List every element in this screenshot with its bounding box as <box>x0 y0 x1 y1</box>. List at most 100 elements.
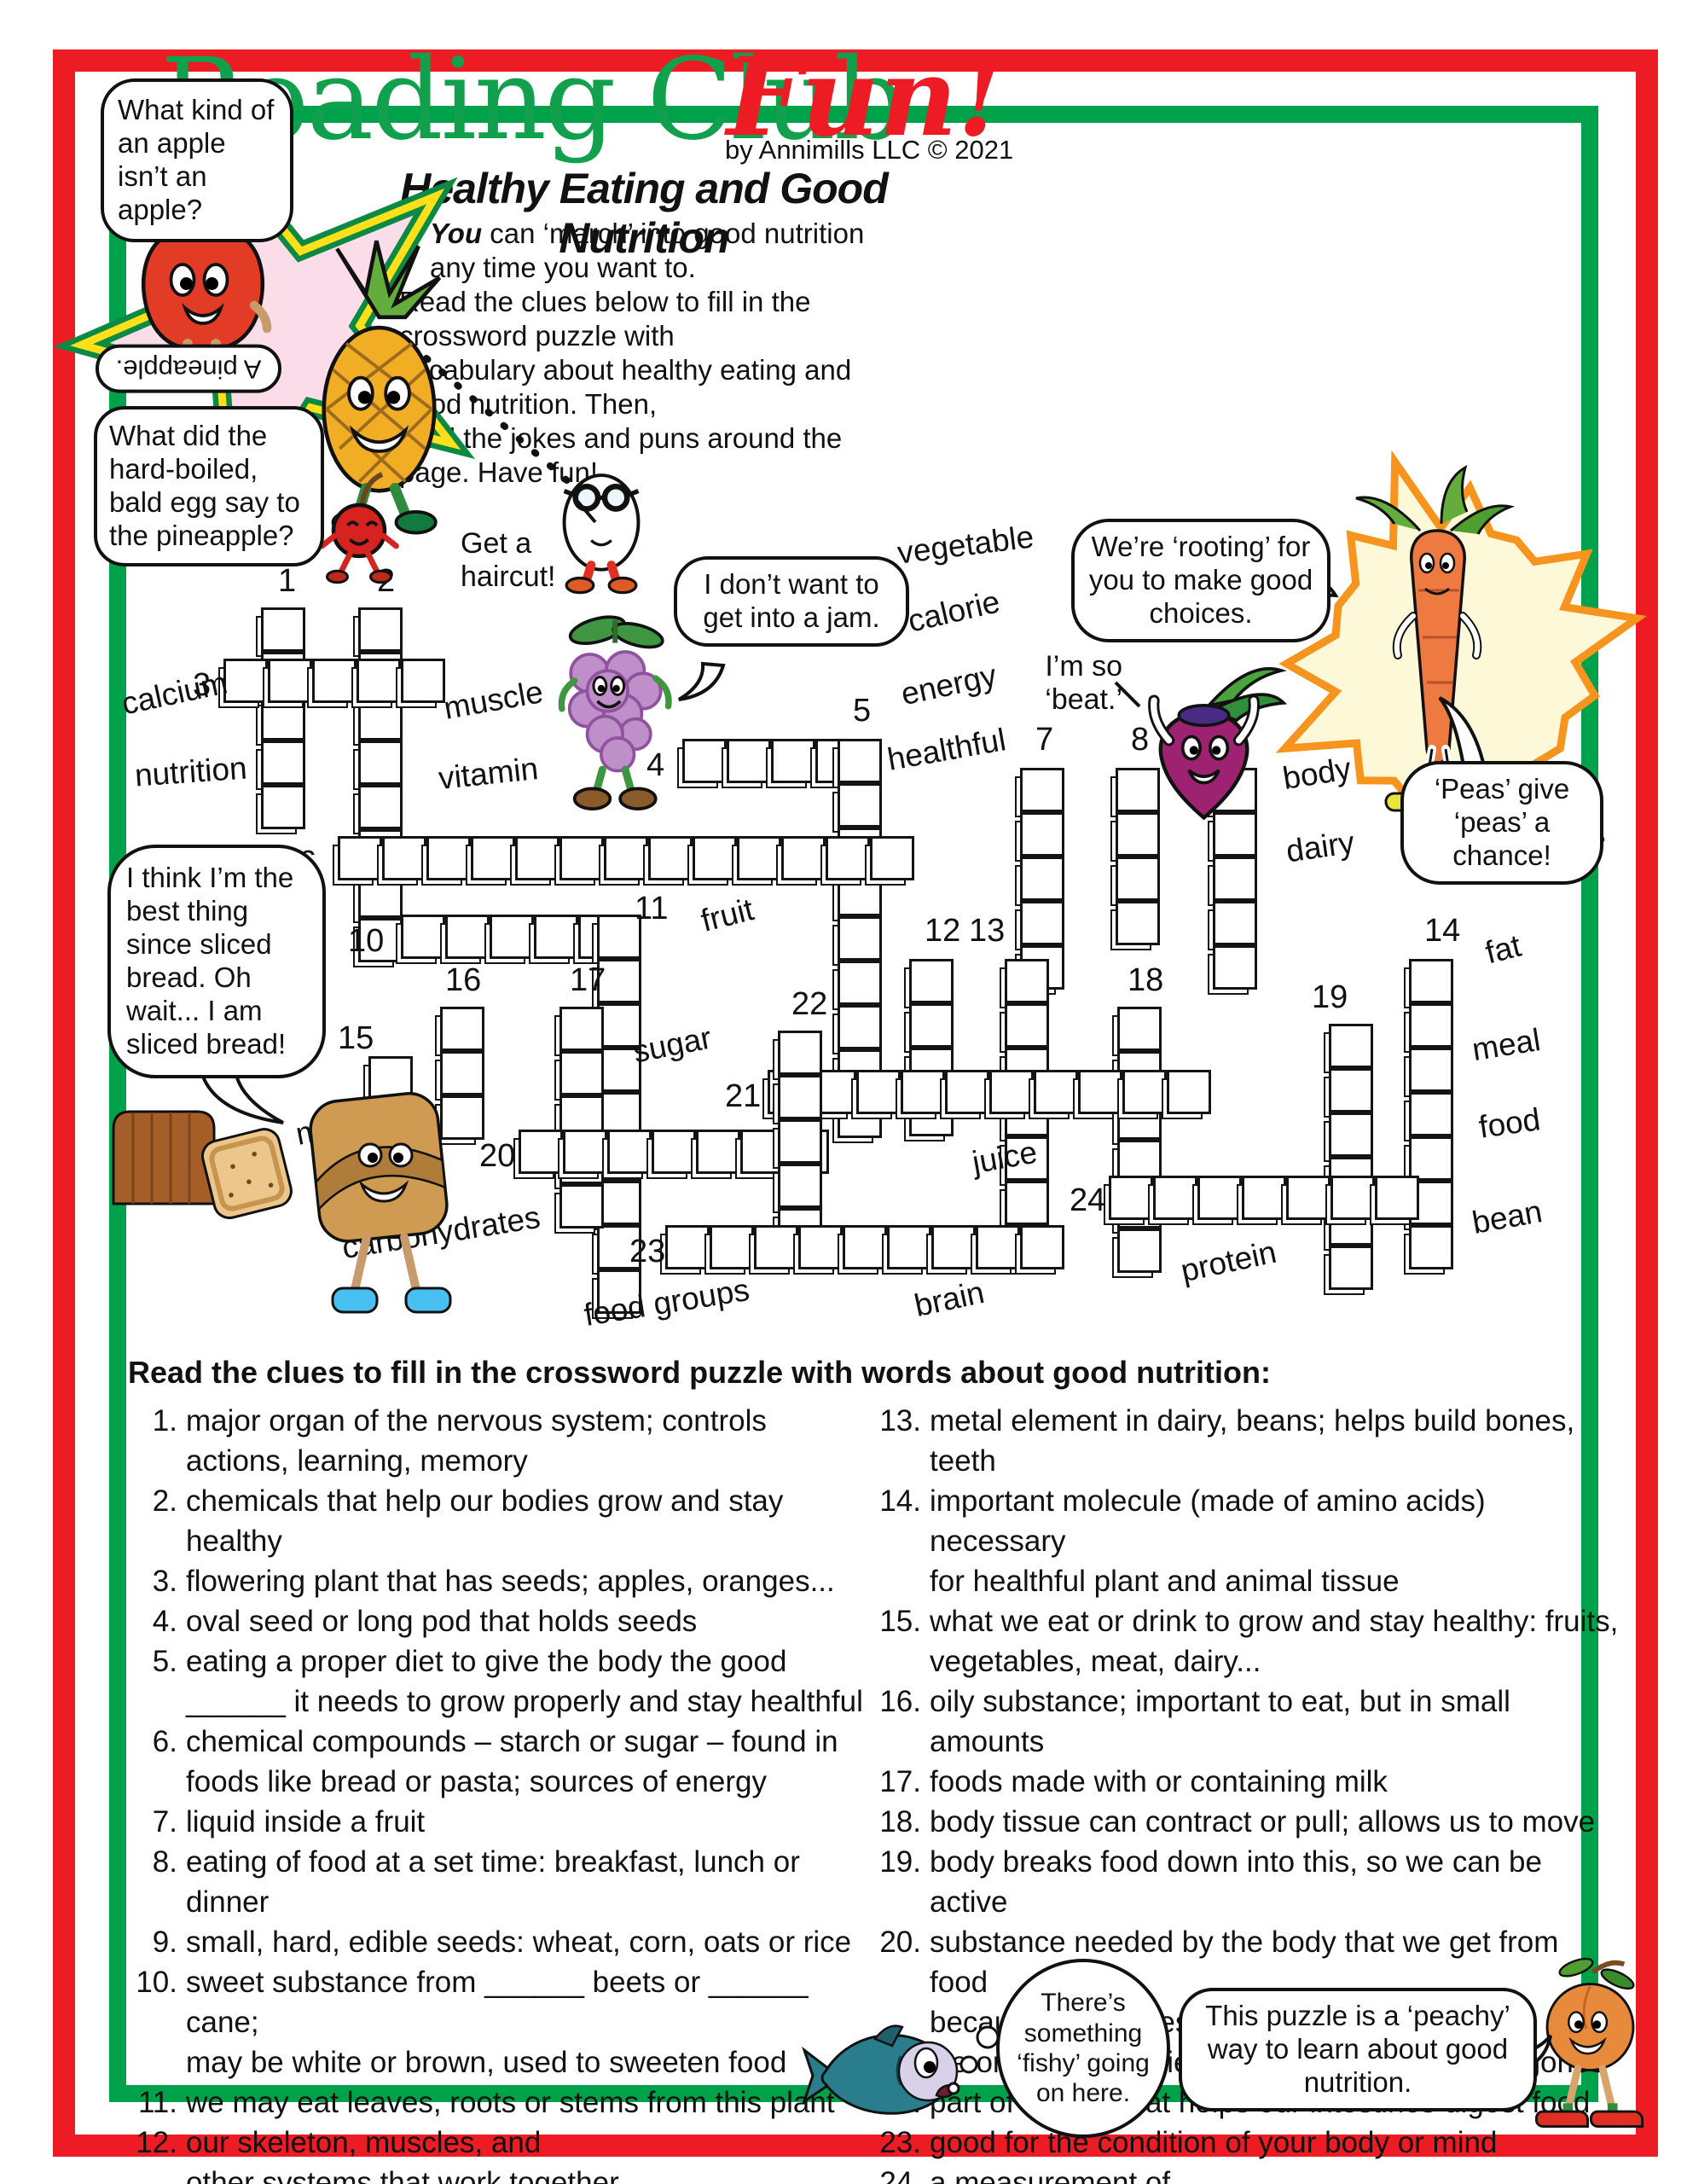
crossword-cell[interactable] <box>358 785 403 829</box>
crossword-cell[interactable] <box>597 1269 641 1314</box>
crossword-cell[interactable] <box>597 915 641 959</box>
crossword-cell[interactable] <box>1005 1181 1049 1225</box>
crossword-cell[interactable] <box>1242 1176 1286 1220</box>
crossword-cell[interactable] <box>559 1051 604 1095</box>
crossword-cell[interactable] <box>1167 1070 1211 1114</box>
crossword-cell[interactable] <box>870 836 914 880</box>
crossword-cell[interactable] <box>909 959 954 1003</box>
crossword-cell[interactable] <box>1117 1228 1162 1273</box>
crossword-cell[interactable] <box>778 1031 822 1075</box>
crossword-cell[interactable] <box>778 1075 822 1119</box>
crossword-cell[interactable] <box>1005 1003 1049 1048</box>
crossword-cell[interactable] <box>1116 857 1160 901</box>
crossword-cell[interactable] <box>778 1119 822 1164</box>
crossword-cell[interactable] <box>1409 1048 1453 1092</box>
crossword-cell[interactable] <box>268 659 312 703</box>
crossword-cell[interactable] <box>754 1225 798 1269</box>
crossword-cell[interactable] <box>401 915 445 959</box>
crossword-cell[interactable] <box>838 1005 882 1049</box>
crossword-cell[interactable] <box>838 739 882 783</box>
crossword-cell[interactable] <box>798 1225 843 1269</box>
crossword-cell[interactable] <box>778 1164 822 1208</box>
crossword-cell[interactable] <box>1375 1176 1419 1220</box>
crossword-cell[interactable] <box>1409 1136 1453 1181</box>
crossword-cell[interactable] <box>843 1225 887 1269</box>
crossword-cell[interactable] <box>682 739 727 783</box>
crossword-cell[interactable] <box>1409 1092 1453 1136</box>
crossword-cell[interactable] <box>1153 1176 1197 1220</box>
crossword-cell[interactable] <box>1117 1007 1162 1051</box>
crossword-cell[interactable] <box>261 741 305 785</box>
crossword-cell[interactable] <box>1213 945 1257 990</box>
crossword-cell[interactable] <box>1005 959 1049 1003</box>
crossword-cell[interactable] <box>727 739 771 783</box>
crossword-cell[interactable] <box>440 1007 484 1051</box>
crossword-cell[interactable] <box>1020 857 1064 901</box>
crossword-cell[interactable] <box>1116 812 1160 857</box>
crossword-cell[interactable] <box>931 1225 976 1269</box>
crossword-cell[interactable] <box>1116 768 1160 812</box>
crossword-cell[interactable] <box>261 785 305 829</box>
crossword-cell[interactable] <box>1020 812 1064 857</box>
crossword-cell[interactable] <box>976 1225 1020 1269</box>
crossword-cell[interactable] <box>440 1095 484 1140</box>
crossword-cell[interactable] <box>440 1051 484 1095</box>
crossword-cell[interactable] <box>1122 1070 1167 1114</box>
crossword-cell[interactable] <box>358 607 403 652</box>
crossword-cell[interactable] <box>563 1130 607 1174</box>
crossword-cell[interactable] <box>665 1225 710 1269</box>
crossword-cell[interactable] <box>1409 1225 1453 1269</box>
crossword-cell[interactable] <box>1020 768 1064 812</box>
crossword-cell[interactable] <box>1213 857 1257 901</box>
crossword-cell[interactable] <box>887 1225 931 1269</box>
crossword-cell[interactable] <box>559 1007 604 1051</box>
crossword-cell[interactable] <box>1034 1070 1078 1114</box>
crossword-cell[interactable] <box>607 1130 652 1174</box>
crossword-cell[interactable] <box>838 916 882 961</box>
crossword-cell[interactable] <box>1330 1176 1375 1220</box>
crossword-cell[interactable] <box>358 741 403 785</box>
crossword-cell[interactable] <box>781 836 826 880</box>
crossword-cell[interactable] <box>771 739 815 783</box>
crossword-cell[interactable] <box>312 659 357 703</box>
crossword-cell[interactable] <box>648 836 693 880</box>
crossword-cell[interactable] <box>737 836 781 880</box>
crossword-cell[interactable] <box>559 1184 604 1228</box>
crossword-cell[interactable] <box>471 836 515 880</box>
crossword-cell[interactable] <box>1197 1176 1242 1220</box>
crossword-cell[interactable] <box>559 836 604 880</box>
crossword-cell[interactable] <box>445 915 490 959</box>
crossword-cell[interactable] <box>945 1070 989 1114</box>
crossword-cell[interactable] <box>1116 901 1160 945</box>
crossword-cell[interactable] <box>338 836 382 880</box>
crossword-cell[interactable] <box>901 1070 945 1114</box>
crossword-cell[interactable] <box>597 959 641 1003</box>
crossword-cell[interactable] <box>652 1130 696 1174</box>
crossword-cell[interactable] <box>1329 1024 1373 1068</box>
crossword-cell[interactable] <box>357 659 401 703</box>
crossword-cell[interactable] <box>710 1225 754 1269</box>
crossword-cell[interactable] <box>382 836 426 880</box>
crossword-cell[interactable] <box>693 836 737 880</box>
crossword-cell[interactable] <box>604 836 648 880</box>
crossword-cell[interactable] <box>838 783 882 828</box>
crossword-cell[interactable] <box>1409 1003 1453 1048</box>
crossword-cell[interactable] <box>597 1225 641 1269</box>
crossword-cell[interactable] <box>1109 1176 1153 1220</box>
crossword-cell[interactable] <box>261 696 305 741</box>
crossword-cell[interactable] <box>909 1003 954 1048</box>
crossword-cell[interactable] <box>856 1070 901 1114</box>
crossword-cell[interactable] <box>515 836 559 880</box>
crossword-cell[interactable] <box>426 836 471 880</box>
crossword-cell[interactable] <box>1409 959 1453 1003</box>
crossword-cell[interactable] <box>826 836 870 880</box>
crossword-cell[interactable] <box>223 659 268 703</box>
crossword-cell[interactable] <box>1329 1246 1373 1290</box>
crossword-cell[interactable] <box>1286 1176 1330 1220</box>
crossword-cell[interactable] <box>1329 1068 1373 1112</box>
crossword-cell[interactable] <box>401 659 445 703</box>
crossword-cell[interactable] <box>1329 1112 1373 1157</box>
crossword-cell[interactable] <box>1078 1070 1122 1114</box>
crossword-cell[interactable] <box>534 915 578 959</box>
crossword-cell[interactable] <box>597 1048 641 1092</box>
